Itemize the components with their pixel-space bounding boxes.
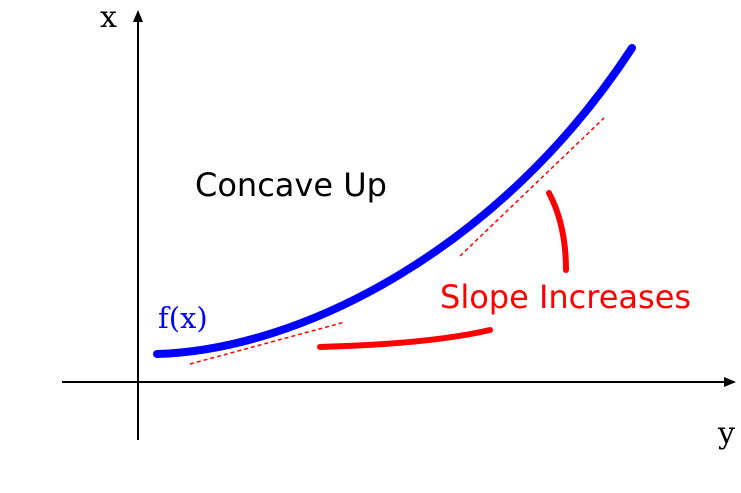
slope-arc-upper	[546, 190, 569, 273]
function-curve	[153, 44, 636, 358]
horizontal-axis-label: y	[717, 416, 735, 451]
tangent-line-upper	[459, 117, 605, 257]
slope-increases-label: Slope Increases	[440, 278, 691, 316]
tangent-line-lower	[189, 321, 346, 365]
slope-arc-lower	[317, 327, 493, 350]
function-label: f(x)	[158, 301, 208, 335]
vertical-axis-label: x	[100, 0, 117, 35]
concavity-label: Concave Up	[195, 166, 387, 204]
